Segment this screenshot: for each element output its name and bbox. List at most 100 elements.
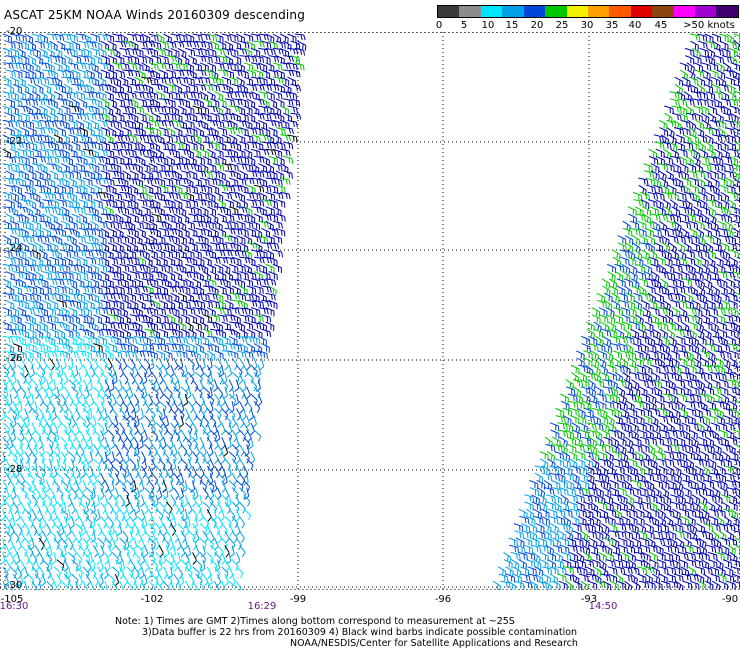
wind-barb [188,314,198,324]
wind-barb [119,134,131,142]
scale-swatch [630,6,653,17]
wind-barb [661,335,670,347]
wind-barb [0,408,6,421]
wind-barb [53,566,62,579]
wind-barb [137,40,148,48]
wind-barb [24,364,30,378]
wind-barb [228,33,239,43]
wind-barb [115,98,126,107]
wind-barb [656,458,667,467]
wind-barb [258,47,269,56]
wind-barb [34,501,41,515]
wind-barb [192,379,199,392]
wind-barb [148,91,159,100]
wind-barb [170,365,175,378]
wind-barb [141,105,153,113]
wind-barb [20,55,30,65]
wind-barb [133,119,143,130]
wind-barb [100,155,111,165]
wind-barb [690,33,701,41]
wind-barb [202,40,213,49]
wind-barb [90,47,101,57]
wind-barb [180,98,190,108]
wind-barb [39,134,50,143]
wind-barb [60,508,69,521]
wind-barb [31,580,38,590]
wind-barb [34,127,46,135]
wind-barb [265,321,275,332]
wind-barb [119,307,128,318]
wind-barb [78,127,88,137]
wind-barb [735,544,740,556]
wind-barb [177,62,188,71]
wind-barb [243,76,254,86]
wind-barb [216,487,222,501]
wind-barb [64,127,75,135]
wind-barb [158,55,169,64]
wind-barb [692,249,703,258]
scale-swatch [459,6,481,17]
wind-barb [85,530,91,544]
wind-barb [10,33,21,42]
wind-barb [657,415,669,423]
wind-barb [720,191,730,203]
wind-barb [715,551,725,561]
wind-barb [129,55,140,64]
wind-barb [56,55,66,65]
color-scale-labels: 0 5 10 15 20 25 30 35 40 45 >50 knots [436,18,739,32]
wind-barb [122,98,133,106]
wind-barb [122,141,133,150]
wind-barb [210,141,220,150]
wind-barb [75,134,87,142]
wind-barb [104,47,115,56]
wind-barb [155,47,166,57]
wind-barb [49,69,59,80]
wind-barb [185,119,195,129]
wind-barb [217,400,223,414]
wind-barb [229,401,235,414]
wind-barb [68,62,79,71]
wind-barb [195,458,201,472]
wind-barb [133,379,140,392]
wind-barb [280,134,292,142]
wind-barb [134,292,145,301]
wind-barb [151,184,162,194]
wind-barb [163,249,174,258]
wind-barb [705,91,716,100]
wind-barb [141,148,152,157]
wind-barb [272,47,284,55]
wind-barb [599,415,609,425]
wind-barb [71,55,82,64]
map-canvas [0,32,740,590]
wind-barb [9,105,19,116]
wind-barb [0,509,6,522]
wind-barb [610,335,621,344]
wind-barb [605,559,616,568]
scale-label: 15 [505,20,519,31]
wind-barb [708,508,719,517]
wind-barb [122,256,134,264]
lon-label-99: -99 [289,594,307,605]
wind-barb [53,105,63,116]
wind-barb [686,213,696,223]
wind-barb [83,148,94,156]
wind-barb [283,127,294,135]
wind-barb [636,465,646,476]
wind-barb [112,235,122,244]
wind-barb [38,364,46,378]
wind-barb [60,580,69,590]
wind-barb [27,112,39,120]
wind-barb [727,537,738,547]
wind-barb [173,69,185,77]
wind-barb [195,40,207,48]
wind-barb [192,76,204,84]
wind-barb [253,285,264,294]
wind-barb [99,487,105,501]
wind-barb [717,573,727,583]
wind-barb [232,155,243,164]
wind-barb [112,177,124,185]
wind-barb [275,141,286,150]
wind-barb [180,141,190,151]
wind-barb [185,307,196,315]
wind-barb [163,537,170,550]
